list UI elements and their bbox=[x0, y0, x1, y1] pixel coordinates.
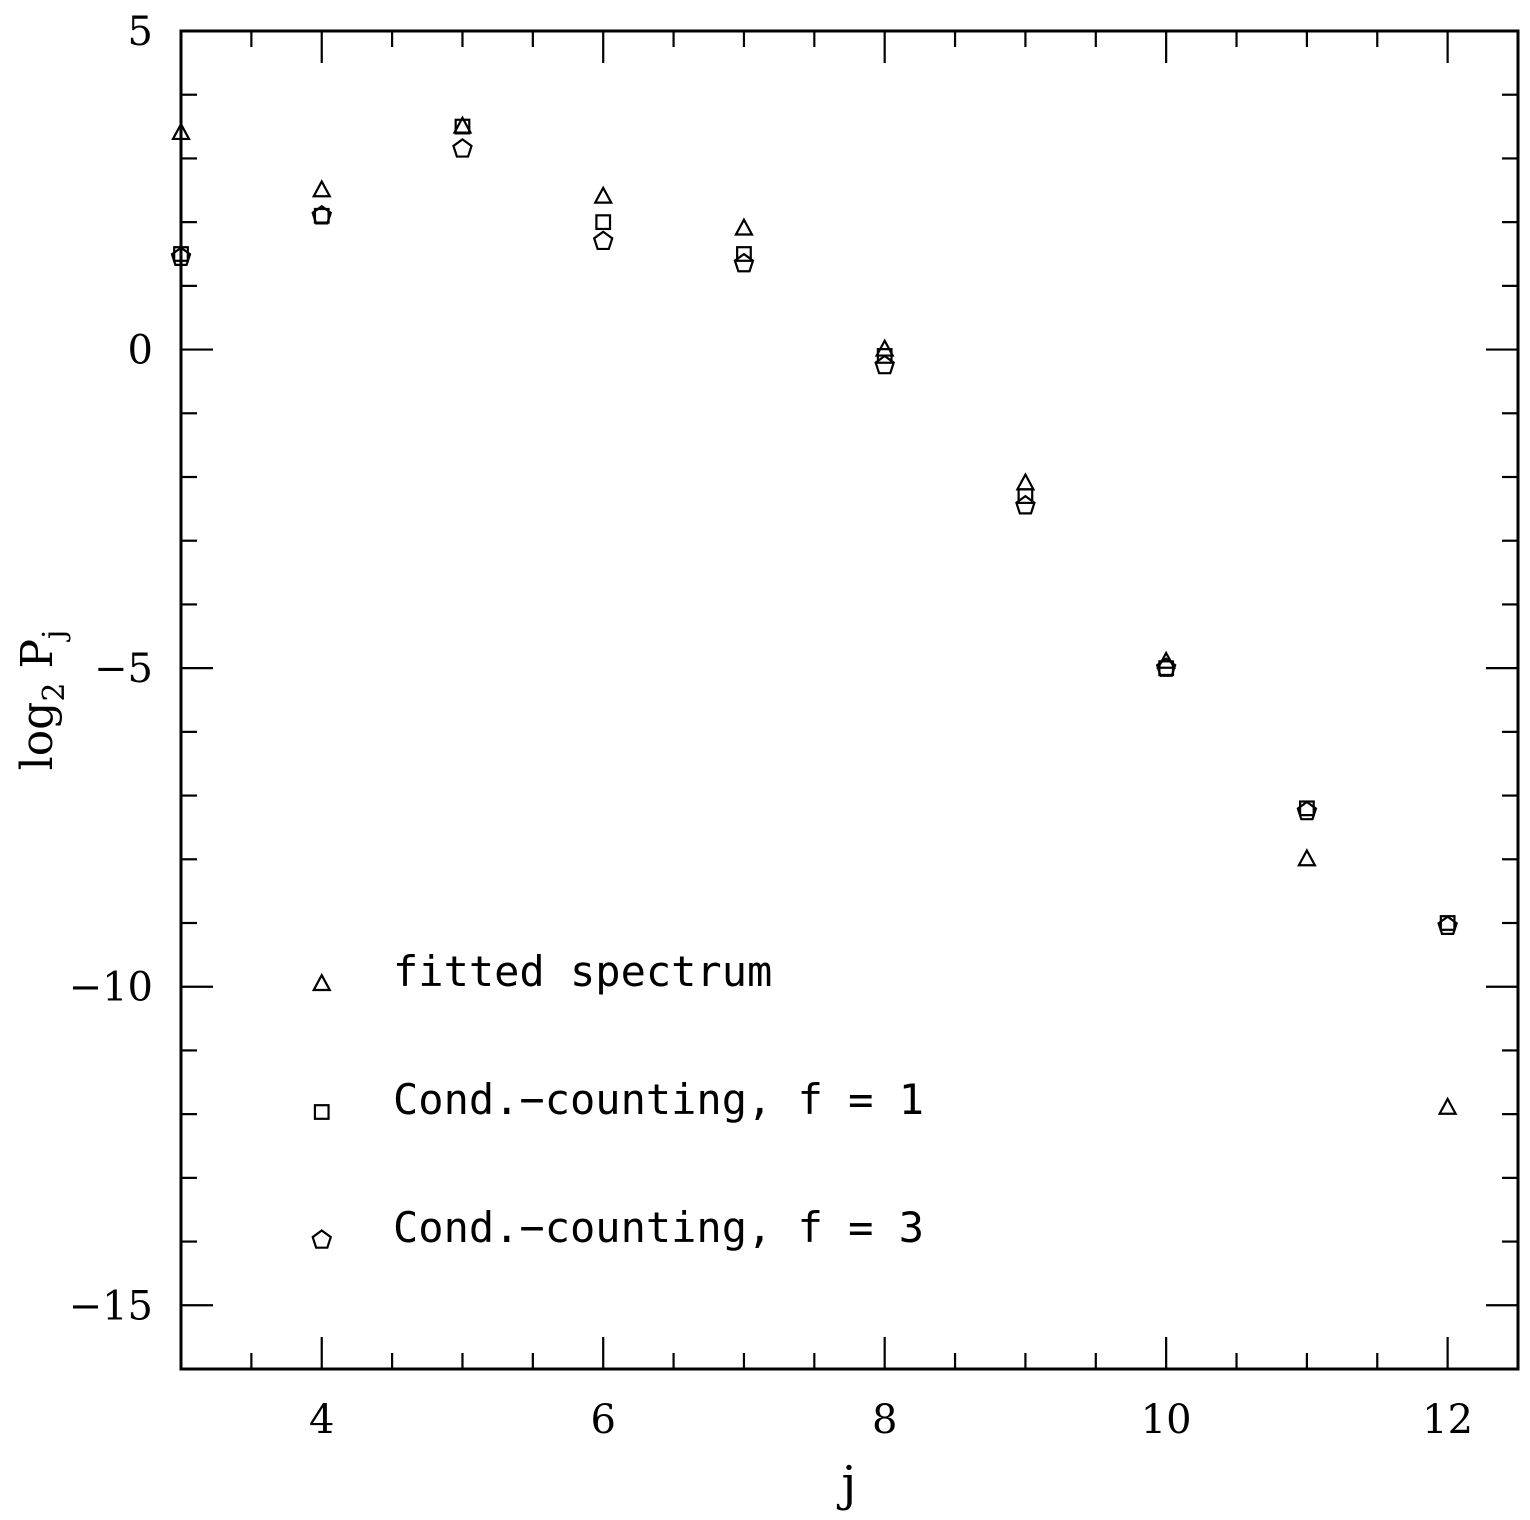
legend-pentagon-marker bbox=[311, 1229, 333, 1249]
data-point-square bbox=[454, 118, 471, 135]
axis-ticks bbox=[179, 29, 1520, 1371]
data-point-pentagon bbox=[1015, 494, 1036, 515]
legend-triangle-marker bbox=[311, 972, 332, 992]
legend-item-cond-counting-f3: Cond.−counting, f = 3 bbox=[311, 1203, 924, 1252]
legend-marker-square bbox=[313, 1104, 330, 1120]
data-point-square bbox=[1017, 488, 1034, 505]
data-point-pentagon bbox=[311, 204, 333, 225]
data-point-triangle bbox=[734, 217, 754, 236]
data-point-pentagon bbox=[1155, 657, 1177, 677]
legend-label-cond-counting-f3: Cond.−counting, f = 3 bbox=[393, 1203, 924, 1252]
x-tick-labels: 4 6 8 10 12 bbox=[309, 1397, 1473, 1443]
x-axis-label: j bbox=[837, 1456, 857, 1512]
data-point-pentagon bbox=[874, 354, 896, 375]
legend-label-cond-counting-f1: Cond.−counting, f = 1 bbox=[393, 1075, 924, 1124]
x-tick-label: 8 bbox=[872, 1397, 897, 1443]
data-point-pentagon bbox=[170, 246, 192, 266]
plot-frame bbox=[179, 29, 1520, 1371]
data-markers bbox=[170, 115, 1458, 1115]
data-point-pentagon bbox=[1296, 800, 1318, 821]
legend-marker-pentagon bbox=[311, 1229, 333, 1249]
data-point-triangle bbox=[171, 121, 191, 141]
data-point-square bbox=[1298, 800, 1315, 817]
x-tick-label: 12 bbox=[1422, 1397, 1473, 1443]
data-point-square bbox=[736, 246, 752, 262]
data-point-pentagon bbox=[452, 138, 473, 158]
y-tick-labels: 5 0 −5 −10 −15 bbox=[69, 9, 153, 1329]
data-point-square bbox=[1439, 915, 1456, 931]
legend-square-marker bbox=[313, 1104, 330, 1120]
y-tick-label: −5 bbox=[94, 646, 153, 692]
legend-marker-triangle bbox=[311, 972, 332, 992]
x-tick-label: 6 bbox=[590, 1397, 615, 1443]
y-axis-label: log2Pj bbox=[12, 630, 72, 771]
y-tick-label: 5 bbox=[128, 9, 153, 55]
legend-label-fitted-spectrum: fitted spectrum bbox=[393, 947, 772, 996]
data-point-pentagon bbox=[733, 252, 755, 273]
data-point-triangle bbox=[593, 185, 614, 204]
data-point-pentagon bbox=[1437, 915, 1458, 935]
y-tick-label: −10 bbox=[69, 965, 153, 1011]
data-point-triangle bbox=[1297, 848, 1317, 867]
y-tick-label: 0 bbox=[128, 328, 153, 374]
data-point-square bbox=[876, 348, 893, 364]
legend: fitted spectrum Cond.−counting, f = 1 Co… bbox=[311, 947, 924, 1252]
y-tick-label: −15 bbox=[69, 1283, 153, 1329]
x-tick-label: 10 bbox=[1141, 1397, 1192, 1443]
legend-item-cond-counting-f1: Cond.−counting, f = 1 bbox=[313, 1075, 924, 1124]
data-point-triangle bbox=[1437, 1096, 1458, 1115]
data-point-square bbox=[595, 214, 612, 231]
legend-item-fitted-spectrum: fitted spectrum bbox=[311, 947, 772, 996]
x-tick-label: 4 bbox=[309, 1397, 334, 1443]
data-point-pentagon bbox=[592, 230, 614, 251]
data-point-triangle bbox=[311, 179, 332, 198]
data-point-triangle bbox=[1015, 472, 1036, 491]
